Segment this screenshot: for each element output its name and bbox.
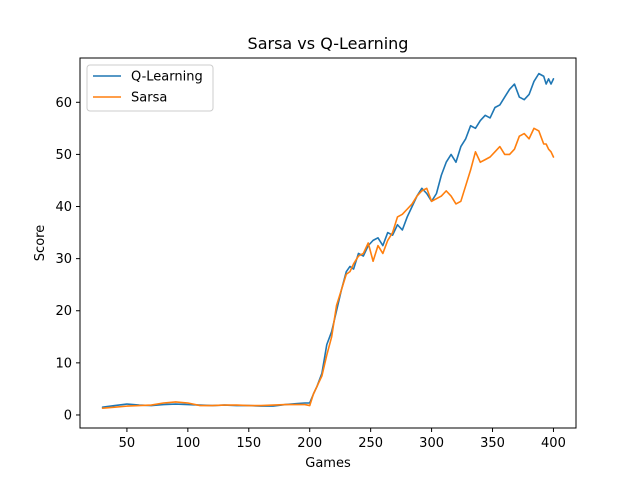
y-axis-label: Score [33,225,48,261]
y-tick-label: 0 [64,408,72,423]
series-layer [101,72,555,409]
y-tick-label: 50 [55,148,72,163]
x-tick-label: 250 [358,436,383,451]
x-axis: 50 100 150 200 250 300 350 400 [119,428,566,451]
x-tick-label: 50 [119,436,136,451]
y-tick-label: 60 [55,96,72,111]
x-tick-label: 100 [175,436,200,451]
x-tick-label: 400 [541,436,566,451]
x-tick-label: 300 [419,436,444,451]
legend-label: Sarsa [131,91,167,106]
y-tick-label: 10 [55,356,72,371]
x-axis-label: Games [305,456,351,471]
x-tick-label: 200 [297,436,322,451]
y-tick-label: 40 [55,200,72,215]
plot-area [79,57,577,429]
chart-title: Sarsa vs Q-Learning [248,34,409,53]
legend-label: Q-Learning [131,70,203,85]
axes-frame [79,57,577,429]
series-line-sarsa [101,127,555,409]
x-tick-label: 150 [236,436,261,451]
y-tick-label: 30 [55,252,72,267]
y-tick-label: 20 [55,304,72,319]
legend: Q-Learning Sarsa [86,64,214,112]
y-axis: 0 10 20 30 40 50 60 [55,96,80,423]
x-tick-label: 350 [480,436,505,451]
